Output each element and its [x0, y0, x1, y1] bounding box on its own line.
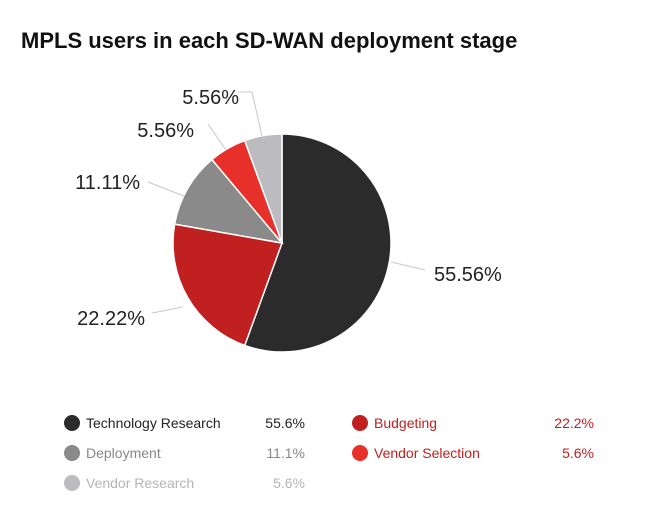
- leader-line: [207, 123, 227, 151]
- pie-slice-vendor-research: [243, 133, 283, 244]
- slice-label: 55.56%: [434, 264, 502, 286]
- chart-title: MPLS users in each SD-WAN deployment sta…: [21, 28, 518, 53]
- slice-label: 5.56%: [137, 120, 194, 142]
- legend-item-vendor-selection[interactable]: Vendor Selection 5.6%: [352, 443, 594, 463]
- legend-swatch-icon: [64, 415, 80, 431]
- legend-label: Vendor Selection: [374, 445, 480, 461]
- pie-slice-technology-research: [243, 133, 392, 353]
- legend-label: Technology Research: [86, 415, 221, 431]
- leader-line: [238, 91, 263, 137]
- legend-swatch-icon: [352, 415, 368, 431]
- legend-label: Deployment: [86, 445, 161, 461]
- slice-label: 5.56%: [182, 87, 239, 109]
- legend-item-technology-research[interactable]: Technology Research 55.6%: [64, 413, 305, 433]
- leader-line: [390, 261, 426, 271]
- legend-label: Budgeting: [374, 415, 438, 431]
- legend-value: 55.6%: [265, 415, 305, 431]
- legend-swatch-icon: [64, 475, 80, 491]
- pie-slice-deployment: [173, 158, 284, 245]
- leader-line: [151, 306, 184, 314]
- legend-item-budgeting[interactable]: Budgeting 22.2%: [352, 413, 594, 433]
- legend-value: 5.6%: [273, 475, 305, 491]
- legend-value: 22.2%: [554, 415, 594, 431]
- pie-slice-budgeting: [172, 223, 284, 347]
- legend-swatch-icon: [64, 445, 80, 461]
- legend-item-deployment[interactable]: Deployment 11.1%: [64, 443, 305, 463]
- slice-label: 11.11%: [75, 172, 140, 194]
- leader-line: [147, 181, 185, 197]
- legend-item-vendor-research[interactable]: Vendor Research 5.6%: [64, 473, 305, 493]
- legend-value: 11.1%: [266, 445, 305, 461]
- pie-chart: 55.56% 22.22% 11.11% 5.56% 5.56%: [75, 87, 502, 353]
- legend-swatch-icon: [352, 445, 368, 461]
- legend-label: Vendor Research: [86, 475, 195, 491]
- slice-label: 22.22%: [77, 308, 145, 330]
- legend-value: 5.6%: [562, 445, 594, 461]
